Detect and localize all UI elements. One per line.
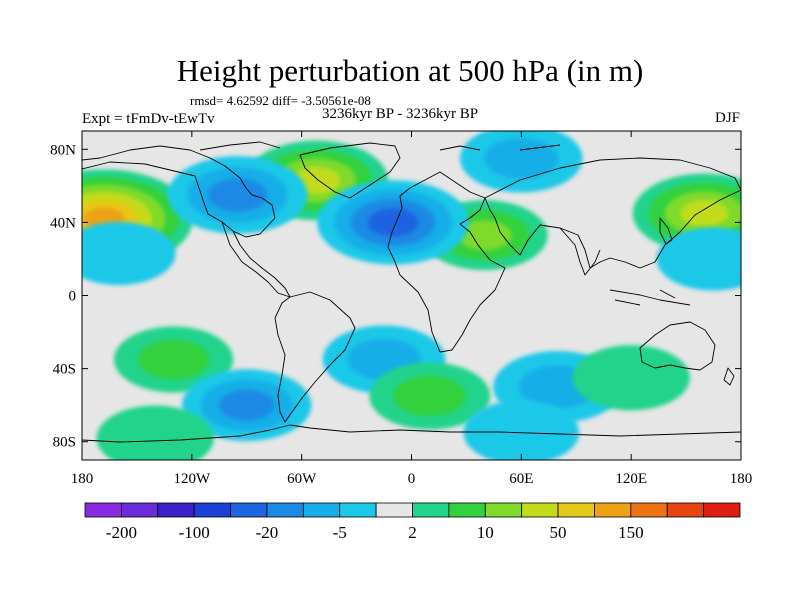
period-label: 3236kyr BP - 3236kyr BP <box>322 106 479 122</box>
coast-south-america <box>274 291 356 423</box>
colorbar-swatch <box>448 502 486 518</box>
anomaly-region-5-level-4 <box>367 208 419 237</box>
colorbar-swatch <box>339 502 377 518</box>
coast-india <box>559 227 601 276</box>
anomaly-region-12-level-10 <box>393 375 467 417</box>
colorbar-swatch <box>230 502 268 518</box>
colorbar <box>84 502 741 518</box>
coast-arctic-islands <box>199 141 561 151</box>
y-tick-label: 0 <box>69 289 77 305</box>
coast-north-america <box>82 145 276 238</box>
colorbar-swatch <box>594 502 632 518</box>
season-label: DJF <box>714 110 740 126</box>
anomaly-region-1-level-12 <box>680 199 729 227</box>
coast-australia <box>639 321 716 371</box>
y-tick-label: 80S <box>53 435 76 451</box>
coast-europe-africa <box>387 171 506 353</box>
x-tick-label: 60E <box>509 471 533 487</box>
colorbar-swatch <box>630 502 668 518</box>
anomaly-region-7-level-7 <box>82 221 176 286</box>
colorbar-label: 150 <box>618 523 644 542</box>
experiment-label: Expt = tFmDv-tEwTv <box>82 111 215 127</box>
colorbar-label: -5 <box>333 523 347 542</box>
anomaly-region-9-level-10 <box>137 339 210 380</box>
anomaly-region-8-level-7 <box>656 227 741 291</box>
colorbar-label: 10 <box>477 523 494 542</box>
colorbar-swatch <box>703 502 741 518</box>
colorbar-label: -100 <box>179 523 210 542</box>
x-tick-label: 0 <box>408 471 416 487</box>
y-tick-label: 40S <box>53 362 76 378</box>
colorbar-swatch <box>412 502 450 518</box>
anomaly-region-6-level-6 <box>484 138 559 179</box>
y-axis-labels: 80N 40N 0 40S 80S <box>50 142 76 450</box>
coastlines <box>82 141 741 443</box>
colorbar-label: 2 <box>408 523 417 542</box>
coast-japan <box>659 217 673 245</box>
colorbar-label: 50 <box>550 523 567 542</box>
anomaly-region-10-level-5 <box>219 389 275 421</box>
x-tick-label: 120W <box>173 471 211 487</box>
x-axis-labels: 180 120W 60W 0 60E 120E 180 <box>71 471 753 487</box>
x-tick-label: 180 <box>71 471 94 487</box>
coast-maritime-continent <box>609 289 691 306</box>
colorbar-swatch <box>375 502 413 518</box>
colorbar-swatch <box>302 502 341 518</box>
colorbar-label: -200 <box>106 523 137 542</box>
anomaly-region-4-level-5 <box>207 178 268 212</box>
colorbar-label: -20 <box>256 523 279 542</box>
coast-new-zealand <box>723 367 735 386</box>
colorbar-swatch <box>193 502 231 518</box>
x-tick-label: 180 <box>730 471 753 487</box>
colorbar-swatch <box>157 502 195 518</box>
anomaly-region-16-level-7 <box>463 400 580 460</box>
anomaly-field <box>82 131 741 460</box>
anomaly-region-14-level-9 <box>572 345 690 411</box>
colorbar-swatch <box>666 502 705 518</box>
chart-title: Height perturbation at 500 hPa (in m) <box>176 53 644 88</box>
y-tick-label: 40N <box>50 215 76 231</box>
colorbar-swatch <box>557 502 595 518</box>
coast-asia <box>484 157 741 269</box>
anomaly-region-15-level-9 <box>96 405 214 460</box>
colorbar-swatch <box>84 502 122 518</box>
x-tick-label: 60W <box>287 471 317 487</box>
colorbar-swatch <box>120 502 159 518</box>
stats-label: rmsd= 4.62592 diff= -3.50561e-08 <box>190 93 371 108</box>
y-tick-label: 80N <box>50 142 76 158</box>
colorbar-swatch <box>266 502 304 518</box>
colorbar-labels: -200 -100 -20 -5 2 10 50 150 <box>106 523 644 542</box>
axis-ticks <box>81 131 742 460</box>
x-tick-label: 120E <box>615 471 647 487</box>
colorbar-swatch <box>484 502 523 518</box>
coast-greenland <box>299 142 401 199</box>
colorbar-swatch <box>521 502 559 518</box>
coast-antarctica <box>82 424 741 443</box>
